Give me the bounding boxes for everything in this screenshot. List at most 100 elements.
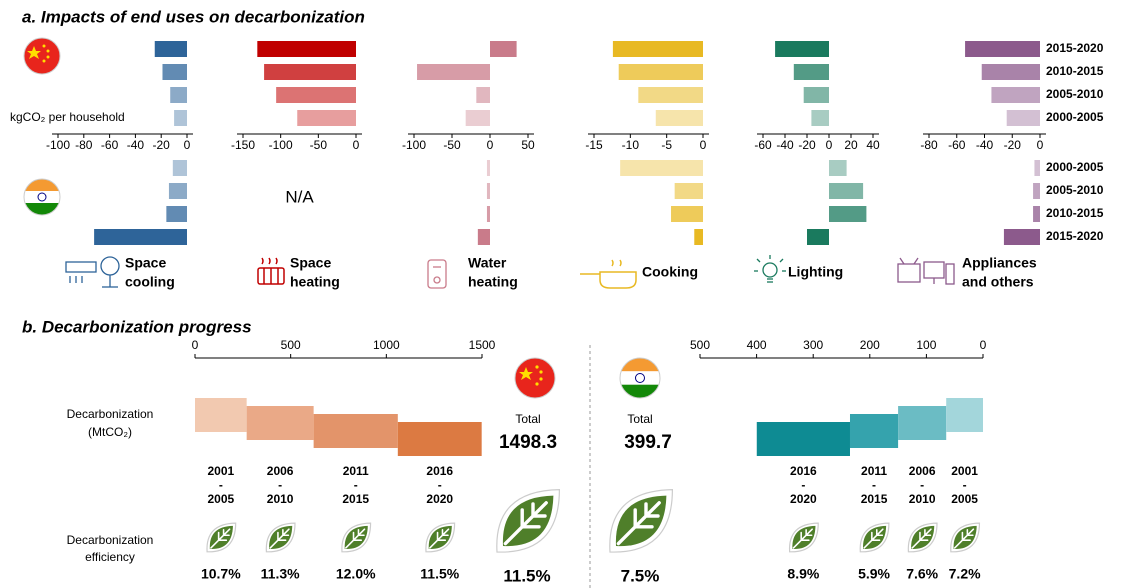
category-label: and others [962,274,1034,290]
bar [612,41,703,57]
water-heating-icon [427,259,447,289]
bar [965,41,1040,57]
period-label: - [438,478,442,492]
period-label: 2005-2010 [1046,183,1104,197]
x-tick-label: -20 [1004,138,1022,152]
efficiency-label: 10.7% [201,566,241,582]
period-label: 2015-2020 [1046,229,1104,243]
waterfall-segment [397,422,482,456]
period-label: - [354,478,358,492]
efficiency-label: 11.3% [261,566,300,582]
row-label: efficiency [85,550,135,564]
x-tick-label: -60 [101,138,119,152]
period-label: - [219,478,223,492]
total-label: Total [627,412,652,426]
bar [811,110,829,126]
x-tick-label: -100 [402,138,426,152]
bar [655,110,703,126]
efficiency-label: 7.6% [906,566,938,582]
bar [793,64,829,80]
bar [694,229,703,245]
x-tick-label: -60 [754,138,772,152]
period-label: 2020 [426,492,453,506]
category-label: cooling [125,274,175,290]
x-tick-label: 400 [747,338,767,352]
bar [829,183,864,199]
bar [829,160,847,176]
leaf-icon [789,522,819,553]
bar [981,64,1040,80]
bar [671,206,703,222]
period-label: 2001 [951,464,978,478]
x-tick-label: 40 [866,138,880,152]
panel-b-title: b. Decarbonization progress [22,317,252,336]
india-flag [24,179,60,215]
china-flag-b [514,357,556,399]
waterfall-segment [849,414,899,448]
x-tick-label: -50 [310,138,328,152]
india-flag-b [620,358,660,398]
x-tick-label: -100 [269,138,293,152]
x-tick-label: -100 [46,138,70,152]
x-tick-label: -40 [127,138,145,152]
space-cooling-icon [65,256,120,288]
x-tick-label: -40 [776,138,794,152]
period-label: 2010-2015 [1046,206,1104,220]
x-tick-label: 0 [980,338,987,352]
bar [168,183,187,199]
category-label: heating [468,274,518,290]
efficiency-label: 12.0% [336,566,376,582]
leaf-vein [210,528,231,549]
period-label: 2020 [790,492,817,506]
efficiency-label: 8.9% [787,566,819,582]
bar [264,64,356,80]
x-tick-label: 300 [803,338,823,352]
period-label: 2000-2005 [1046,160,1104,174]
bar [476,87,490,103]
na-label: N/A [285,187,314,206]
period-label: 2001 [207,464,234,478]
period-label: 2000-2005 [1046,110,1104,124]
cooking-icon [580,259,637,289]
period-label: - [920,478,924,492]
bar [1006,110,1040,126]
period-label: - [278,478,282,492]
bar [486,160,490,176]
x-tick-label: 20 [844,138,858,152]
x-tick-label: -5 [661,138,672,152]
category-label: Appliances [962,255,1037,271]
x-tick-label: 0 [184,138,191,152]
efficiency-label: 5.9% [858,566,890,582]
x-tick-label: 500 [281,338,301,352]
period-label: 2006 [267,464,294,478]
x-tick-label: -80 [75,138,93,152]
leaf-vein [429,528,450,549]
leaf-icon [859,522,890,553]
leaf-vein [503,501,548,546]
period-label: 2005 [951,492,978,506]
appliances-icon [897,257,955,285]
x-tick-label: 1000 [373,338,400,352]
total-label: Total [515,412,540,426]
bar [775,41,829,57]
bar [829,206,867,222]
leaf-icon [206,522,237,553]
period-label: 2006 [909,464,936,478]
bar [618,64,703,80]
leaf-vein [345,528,366,549]
period-label: 2010 [267,492,294,506]
x-tick-label: -20 [153,138,171,152]
lighting-icon [754,255,786,283]
waterfall-segment [246,406,314,440]
leaf-vein [269,528,290,549]
waterfall-segment [195,398,247,432]
bar [166,206,187,222]
leaf-vein [863,528,884,549]
leaf-icon [496,488,561,553]
total-value: 1498.3 [499,432,557,453]
x-tick-label: 0 [700,138,707,152]
bar [620,160,703,176]
total-efficiency: 11.5% [503,566,550,585]
x-tick-label: -150 [231,138,255,152]
